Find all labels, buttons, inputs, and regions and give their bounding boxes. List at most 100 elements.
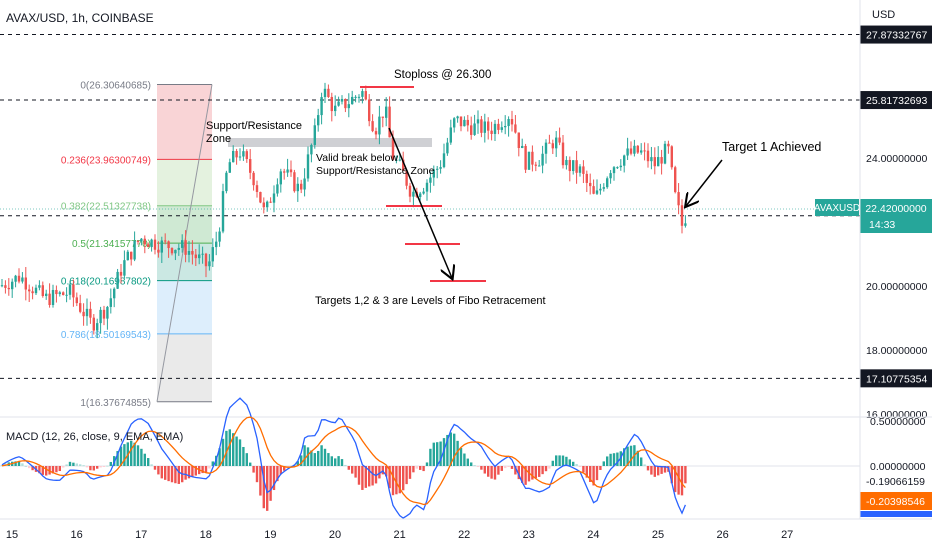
candle-body [7,287,10,290]
macd-bar [640,457,643,466]
candle-body [327,88,330,97]
level-badge-text: 27.87332767 [866,30,927,42]
candle-body [198,254,201,259]
candle-body [82,311,85,317]
macd-bar [368,466,371,487]
macd-bar [225,430,228,466]
macd-bar [170,466,174,483]
symbol-badge-text: AVAXUSD [814,203,860,214]
macd-bar [300,455,303,466]
macd-bar [429,448,432,466]
macd-bar [490,466,493,479]
fib-level-label: 1(16.37674855) [80,398,151,409]
candle-body [334,105,337,112]
macd-bar [585,466,588,478]
candle-body [24,277,27,290]
macd-bar [272,466,276,491]
macd-bar [38,466,41,474]
macd-bar [262,466,265,509]
macd-bar [143,453,146,466]
fib-level-label: 0(26.30640685) [80,81,151,92]
candle-body [680,205,684,226]
candle-body [402,159,405,171]
macd-bar [99,466,102,468]
x-axis[interactable]: 15 16 17 18 19 20 21 22 23 24 25 26 27 [6,529,793,541]
candle-body [544,142,548,154]
candle-body [272,193,276,203]
support-resistance-zone[interactable] [228,138,432,147]
candle-body [541,153,544,166]
candle-body [405,170,408,186]
macd-bar [674,466,677,493]
candle-body [31,291,34,294]
candle-body [113,288,116,299]
zone-label-line2: Zone [206,133,231,145]
candle-body [58,292,61,295]
break-label-line1: Valid break below [316,152,399,164]
macd-bar [612,453,616,466]
target-1-arrow[interactable] [686,159,723,206]
macd-bar [555,455,558,466]
macd-bar [663,466,667,473]
macd-bar [330,456,333,466]
candle-body [177,247,180,250]
macd-bar [531,466,534,480]
macd-bar [354,466,357,478]
macd-bar [208,466,211,469]
candle-body [317,115,320,126]
candle-body [585,173,588,183]
macd-bar [650,466,653,475]
macd-bar [561,455,565,466]
candle-body [255,185,259,192]
candle-body [45,293,48,296]
candle-body [514,124,517,133]
macd-bar [221,438,225,466]
macd-scale[interactable]: 0.50000000 0.00000000 [870,416,926,473]
candle-body [235,150,238,158]
candle-body [446,142,449,154]
macd-bar [187,466,191,479]
macd-bar [17,461,21,466]
macd-bar [653,466,656,477]
macd-bar [28,466,31,469]
candle-body [500,127,503,130]
macd-bar [65,464,68,466]
macd-bar [201,466,204,474]
macd-bar [398,466,401,494]
macd-bar [167,466,170,482]
macd-bar [177,466,180,484]
candle-body [293,172,296,192]
candle-body [378,116,381,135]
macd-bar [344,464,347,466]
macd-bar [255,466,259,483]
candle-body [96,323,99,331]
macd-bar [558,455,561,466]
fib-level-label: 0.382(22.51327738) [61,202,151,213]
candle-body [181,240,184,248]
macd-bar [677,466,680,495]
candle-body [667,143,670,147]
macd-bar [136,445,140,466]
macd-bar [595,466,599,481]
candle-body [221,191,225,232]
candle-body [102,309,106,319]
macd-bar [599,466,602,470]
candle-body [381,116,384,118]
candle-body [357,96,361,98]
zone-label-line1: Support/Resistance [206,120,302,132]
macd-bar [133,442,136,466]
x-tick-label: 19 [264,529,276,541]
candle-body [85,308,89,317]
candle-body [245,151,248,160]
macd-bar [191,466,194,477]
fib-zone [157,333,212,402]
candle-body [347,104,350,109]
candle-body [259,191,262,203]
macd-bar [578,466,582,467]
breakdown-arrow[interactable] [388,127,452,278]
macd-bar [660,466,663,474]
macd-bar [147,458,150,466]
macd-bar [58,466,61,472]
candle-body [262,202,265,208]
candle-body [374,131,378,135]
